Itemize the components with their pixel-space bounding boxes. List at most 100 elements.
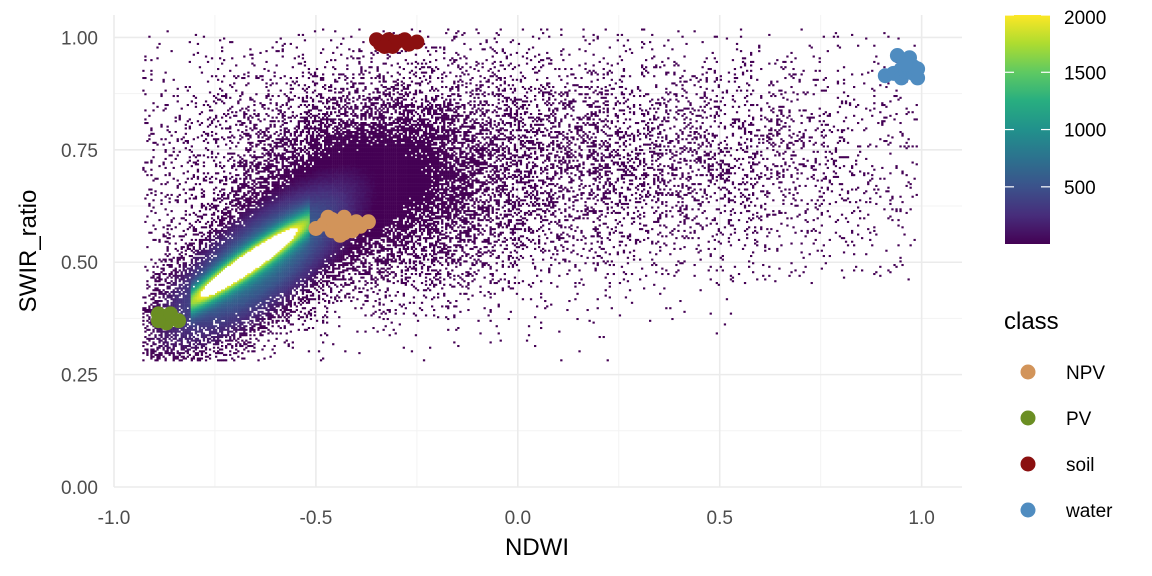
density-bin [217, 210, 220, 213]
density-bin [386, 222, 389, 225]
density-bin [267, 332, 270, 335]
density-bin [378, 140, 381, 143]
density-bin [174, 199, 177, 202]
density-bin [261, 140, 264, 143]
density-bin [380, 246, 383, 249]
density-bin [354, 122, 357, 125]
density-bin [170, 260, 173, 263]
density-bin [346, 114, 349, 117]
density-bin [402, 303, 405, 306]
density-bin [348, 93, 351, 96]
density-bin [281, 184, 284, 187]
density-bin [204, 100, 208, 103]
density-bin [366, 174, 369, 177]
density-bin [404, 240, 407, 243]
density-bin [360, 134, 363, 137]
density-bin [346, 82, 349, 85]
density-bin [305, 125, 309, 128]
density-bin [245, 208, 248, 211]
density-bin [297, 159, 300, 162]
density-bin [307, 289, 311, 292]
density-bin [384, 149, 387, 152]
density-bin [388, 145, 391, 148]
density-bin [372, 231, 375, 234]
density-bin [386, 247, 389, 250]
density-bin [348, 132, 351, 135]
density-bin [368, 116, 371, 119]
density-bin [404, 249, 407, 252]
density-bin [309, 143, 313, 146]
density-bin [346, 64, 349, 67]
density-bin [372, 116, 375, 119]
density-bin [370, 246, 373, 249]
density-bin [319, 127, 323, 130]
density-bin [346, 253, 349, 256]
density-bin [208, 204, 212, 207]
density-bin [404, 278, 407, 281]
density-bin [184, 357, 187, 360]
density-bin [269, 190, 272, 193]
density-bin [202, 179, 206, 182]
density-bin [285, 314, 288, 317]
density-bin [388, 102, 391, 105]
density-bin [394, 199, 397, 202]
density-bin [305, 314, 309, 317]
density-bin [212, 197, 216, 200]
density-bin [344, 149, 347, 152]
density-bin [374, 143, 377, 146]
density-bin [221, 219, 224, 222]
density-bin [390, 300, 393, 303]
density-bin [263, 177, 266, 180]
density-bin [400, 242, 403, 245]
density-bin [396, 201, 399, 204]
density-bin [360, 143, 363, 146]
density-bin [364, 147, 367, 150]
density-bin [394, 163, 397, 166]
density-bin [301, 175, 305, 178]
density-bin [330, 59, 333, 62]
density-bin [360, 114, 363, 117]
density-bin [402, 226, 405, 229]
density-bin [402, 120, 405, 123]
density-bin [326, 161, 329, 164]
density-bin [271, 46, 274, 49]
density-bin [319, 109, 323, 112]
density-bin [273, 154, 276, 157]
density-bin [398, 175, 401, 178]
density-bin [356, 251, 359, 254]
density-bin [221, 220, 224, 223]
density-bin [360, 122, 363, 125]
density-bin [378, 136, 381, 139]
density-bin [315, 168, 319, 171]
density-bin [293, 127, 296, 130]
density-bin [342, 157, 345, 160]
density-bin [212, 138, 216, 141]
density-bin [362, 113, 365, 116]
density-bin [313, 150, 317, 153]
density-bin [267, 183, 270, 186]
density-bin [390, 156, 393, 159]
density-bin [360, 242, 363, 245]
density-bin [291, 161, 294, 164]
density-bin [364, 129, 367, 132]
density-bin [225, 93, 228, 96]
density-bin [198, 350, 202, 353]
density-bin [356, 138, 359, 141]
density-bin [152, 156, 155, 159]
density-bin [346, 96, 349, 99]
density-bin [186, 104, 189, 107]
density-bin [315, 134, 319, 137]
density-bin [404, 265, 407, 268]
density-bin [198, 246, 202, 249]
density-bin [394, 237, 397, 240]
density-bin [215, 125, 218, 128]
density-bin [279, 327, 282, 330]
density-bin [400, 211, 403, 214]
density-bin [406, 267, 410, 270]
density-bin [144, 330, 147, 333]
density-bin [148, 334, 151, 337]
density-bin [200, 215, 204, 218]
density-bin [281, 175, 284, 178]
density-bin [400, 159, 403, 162]
density-bin [148, 138, 151, 141]
